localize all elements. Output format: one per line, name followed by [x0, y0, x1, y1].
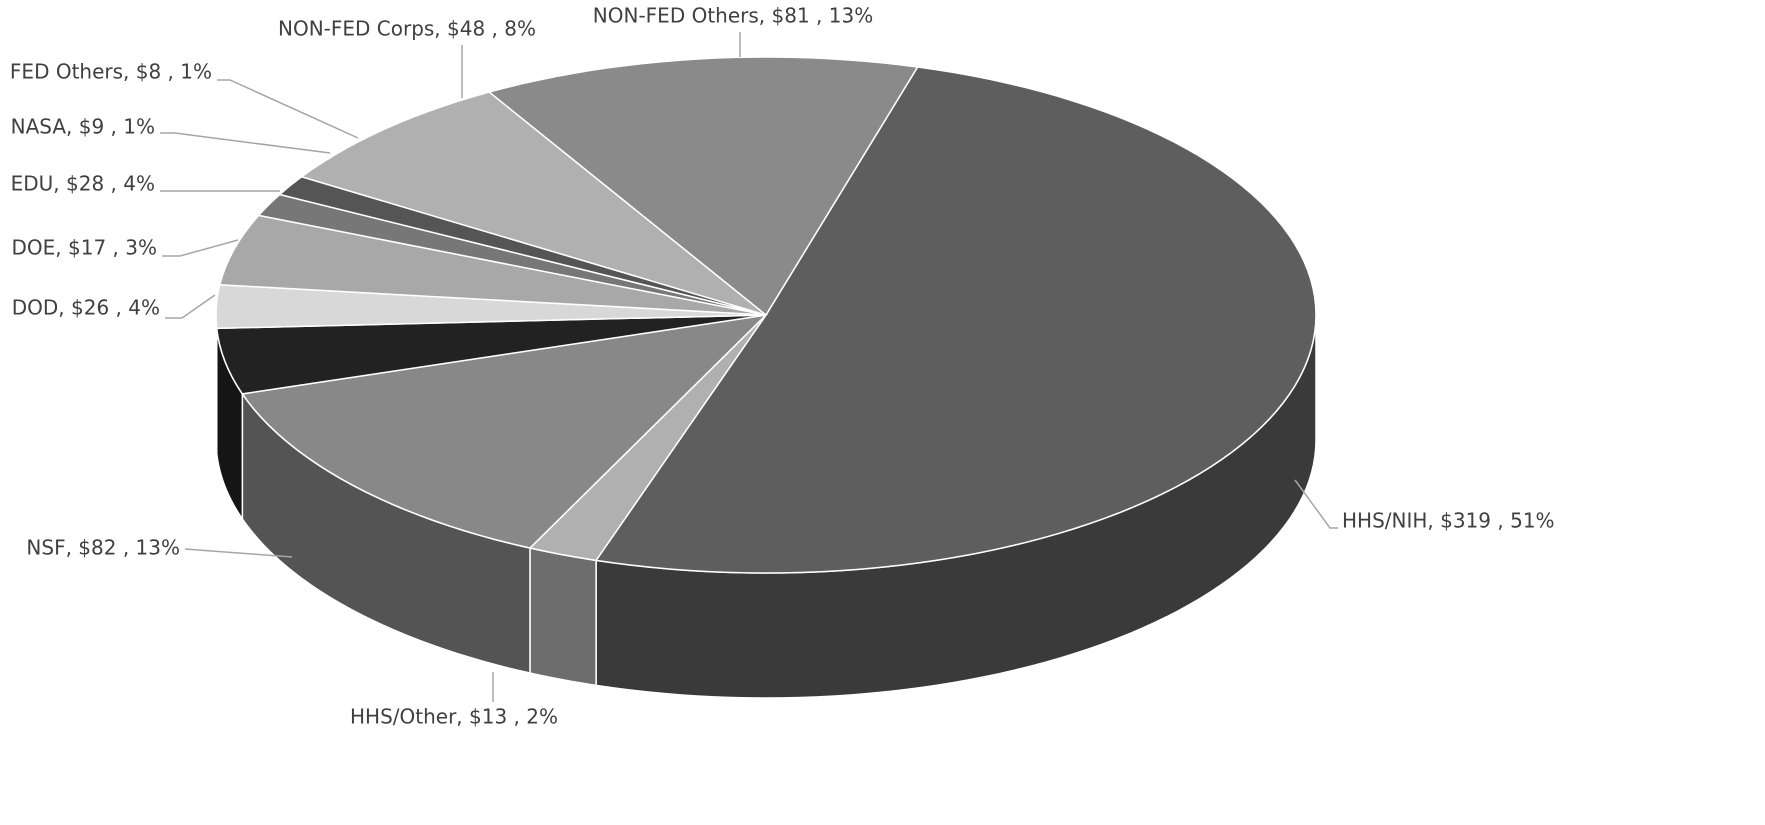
data-label: HHS/NIH, $319 , 51%	[1342, 509, 1555, 533]
pie-slice	[215, 283, 767, 330]
data-label: NON-FED Others, $81 , 13%	[593, 4, 873, 28]
data-label: FED Others, $8 , 1%	[10, 60, 212, 84]
leader-line	[184, 548, 293, 558]
data-label: NON-FED Corps, $48 , 8%	[278, 17, 536, 41]
leader-line	[162, 239, 239, 257]
pie-slice	[594, 66, 1317, 574]
pie-slice	[241, 313, 769, 549]
leader-line	[1294, 479, 1338, 529]
pie-slice	[218, 214, 767, 316]
data-label: NSF, $82 , 13%	[26, 536, 180, 560]
pie-side	[215, 315, 218, 454]
leader-line	[165, 294, 216, 319]
data-label: DOD, $26 , 4%	[12, 296, 160, 320]
pie-slice	[299, 91, 767, 316]
data-label: DOE, $17 , 3%	[12, 236, 157, 260]
leader-line	[217, 79, 359, 139]
data-label: HHS/Other, $13 , 2%	[350, 705, 558, 729]
leader-line	[160, 132, 331, 154]
data-label: NASA, $9 , 1%	[11, 115, 155, 139]
pie-slice	[487, 56, 919, 317]
pie-slice	[215, 314, 767, 395]
pie-side	[529, 547, 597, 687]
data-label: EDU, $28 , 4%	[11, 172, 155, 196]
